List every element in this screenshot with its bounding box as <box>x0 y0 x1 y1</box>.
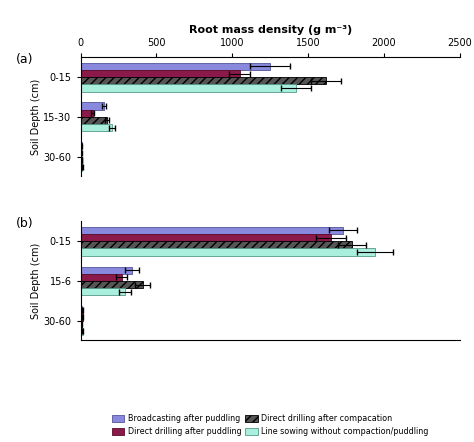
Bar <box>81 248 375 256</box>
Bar <box>81 124 112 131</box>
Bar <box>81 110 93 117</box>
Y-axis label: Soil Depth (cm): Soil Depth (cm) <box>31 243 41 319</box>
Bar <box>81 84 296 91</box>
Bar <box>81 77 326 84</box>
Bar <box>81 267 132 274</box>
Bar <box>81 142 82 149</box>
X-axis label: Root mass density (g m⁻³): Root mass density (g m⁻³) <box>189 25 352 35</box>
Bar <box>81 103 104 110</box>
Bar <box>81 234 331 241</box>
Bar <box>81 313 83 320</box>
Bar <box>81 281 143 288</box>
Bar <box>81 227 343 234</box>
Bar <box>81 164 82 171</box>
Bar <box>81 274 121 281</box>
Bar <box>81 328 82 335</box>
Bar <box>81 288 125 295</box>
Bar <box>81 320 82 328</box>
Legend: Broadcasting after puddling, Direct drilling after puddling, Direct drilling aft: Broadcasting after puddling, Direct dril… <box>110 413 430 438</box>
Bar <box>81 70 240 77</box>
Bar <box>81 241 352 248</box>
Bar <box>81 117 107 124</box>
Text: (a): (a) <box>16 53 34 66</box>
Bar <box>81 149 82 156</box>
Y-axis label: Soil Depth (cm): Soil Depth (cm) <box>31 79 41 155</box>
Bar <box>81 156 82 164</box>
Bar <box>81 63 270 70</box>
Bar <box>81 306 82 313</box>
Text: (b): (b) <box>16 217 34 230</box>
